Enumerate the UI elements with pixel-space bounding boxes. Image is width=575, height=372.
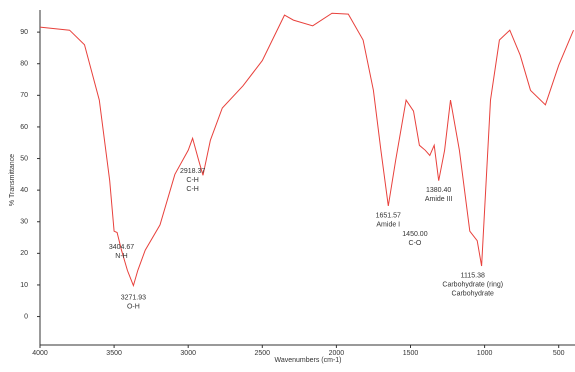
peak-annotation: 1651.57 xyxy=(376,212,401,219)
y-tick-label: 30 xyxy=(20,219,28,226)
peak-annotation: 1115.38 xyxy=(461,272,485,279)
peak-annotation: C-H xyxy=(186,186,198,193)
y-tick-label: 0 xyxy=(24,313,28,320)
x-tick-label: 500 xyxy=(553,350,565,357)
y-tick-label: 70 xyxy=(20,92,28,99)
y-tick-label: 40 xyxy=(20,187,28,194)
peak-annotation: 2918.37 xyxy=(180,168,205,175)
peak-annotation: Carbohydrate xyxy=(452,290,495,297)
spectrum-line xyxy=(39,12,574,288)
x-tick-label: 1000 xyxy=(477,350,493,357)
peak-annotation: C-H xyxy=(186,177,198,184)
peak-annotation: N-H xyxy=(115,253,127,260)
y-tick-label: 20 xyxy=(20,250,28,257)
y-tick-label: 80 xyxy=(20,61,28,68)
y-axis-label: % Transmittance xyxy=(9,154,16,206)
x-tick-label: 3000 xyxy=(180,350,196,357)
x-tick-label: 4000 xyxy=(32,350,48,357)
y-tick-label: 10 xyxy=(20,282,28,289)
x-tick-label: 2000 xyxy=(329,350,345,357)
peak-annotation: Carbohydrate (ring) xyxy=(442,281,503,288)
x-axis-label: Wavenumbers (cm-1) xyxy=(274,357,341,364)
peak-annotation: 1380.40 xyxy=(426,187,451,194)
x-tick-label: 1500 xyxy=(403,350,419,357)
peak-annotation: O-H xyxy=(127,303,140,310)
y-tick-label: 60 xyxy=(20,124,28,131)
peak-annotation: 3271.93 xyxy=(121,294,146,301)
x-tick-label: 2500 xyxy=(255,350,271,357)
y-tick-label: 50 xyxy=(20,155,28,162)
y-tick-label: 90 xyxy=(20,29,28,36)
peak-annotation: 3404.67 xyxy=(109,244,134,251)
peak-annotation: C-O xyxy=(409,240,422,247)
x-tick-label: 3500 xyxy=(106,350,122,357)
peak-annotation: Amide III xyxy=(425,196,453,203)
peak-annotation: Amide I xyxy=(376,221,400,228)
peak-annotation: 1450.00 xyxy=(402,231,427,238)
